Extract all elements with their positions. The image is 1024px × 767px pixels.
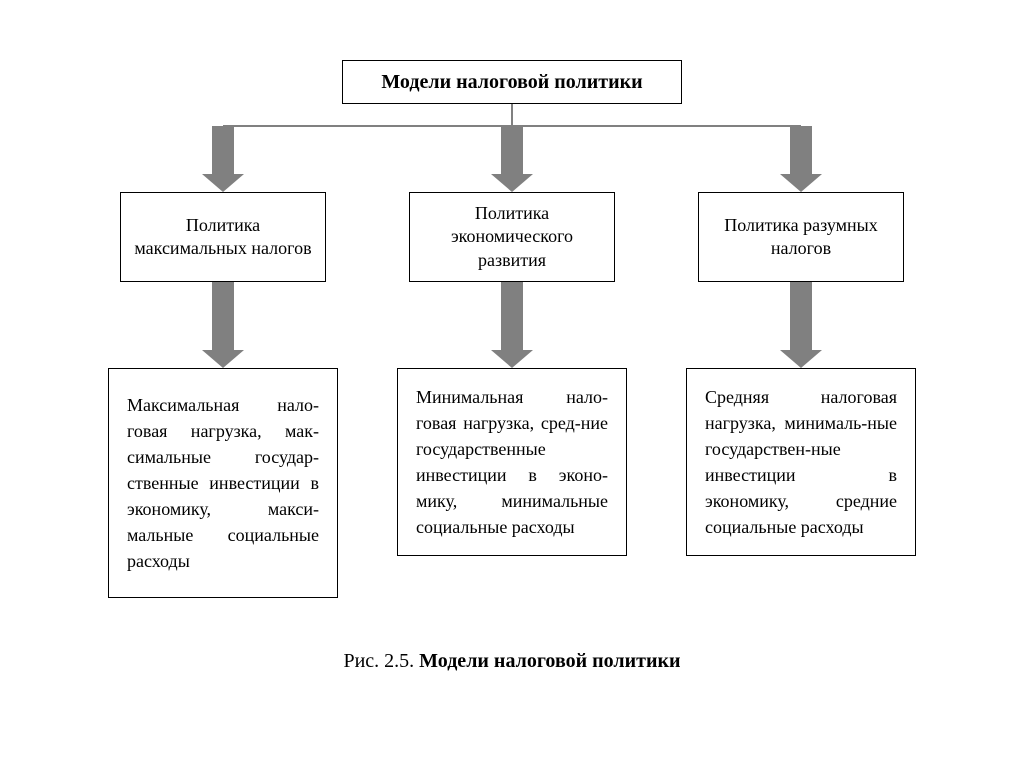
figure-caption: Рис. 2.5. Модели налоговой политики bbox=[0, 650, 1024, 673]
diagram-container: Модели налоговой политики Политика макси… bbox=[0, 0, 1024, 767]
arrow-to-desc-2 bbox=[491, 282, 533, 368]
desc-box-1: Максимальная нало-говая нагрузка, мак-си… bbox=[108, 368, 338, 598]
desc-text-3: Средняя налоговая нагрузка, минималь-ные… bbox=[705, 384, 897, 541]
caption-prefix: Рис. 2.5. bbox=[343, 650, 419, 672]
desc-text-1: Максимальная нало-говая нагрузка, мак-си… bbox=[127, 392, 319, 575]
arrow-to-desc-3 bbox=[780, 282, 822, 368]
desc-box-3: Средняя налоговая нагрузка, минималь-ные… bbox=[686, 368, 916, 556]
caption-title: Модели налоговой политики bbox=[419, 650, 680, 672]
desc-text-2: Минимальная нало-говая нагрузка, сред-ни… bbox=[416, 384, 608, 541]
desc-box-2: Минимальная нало-говая нагрузка, сред-ни… bbox=[397, 368, 627, 556]
mid-connector bbox=[0, 0, 1024, 400]
arrow-to-desc-1 bbox=[202, 282, 244, 368]
